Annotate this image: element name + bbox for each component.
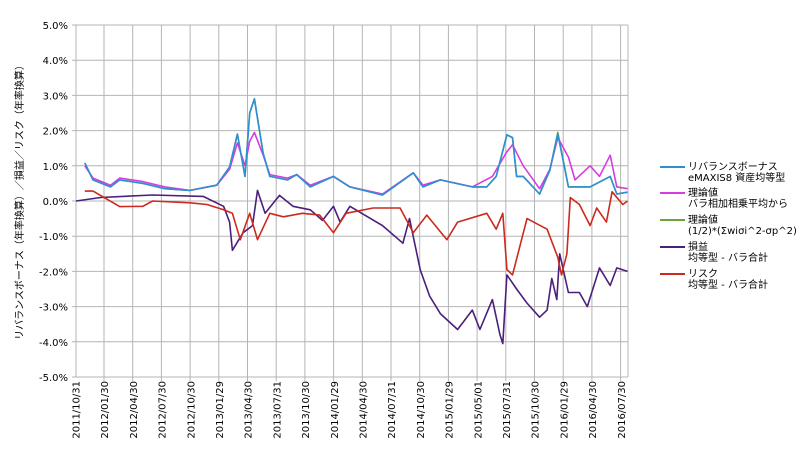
y-tick-label: -4.0% (39, 338, 68, 349)
gridlines (72, 24, 629, 381)
x-tick-label: 2014/10/30 (416, 381, 427, 439)
legend-label: バラ相加相乗平均から (688, 197, 788, 210)
legend-label: 均等型 - バラ合計 (688, 278, 768, 291)
y-tick-label: 1.0% (43, 162, 68, 173)
series-line-3 (75, 189, 628, 345)
x-tick-label: 2014/07/31 (387, 381, 398, 439)
x-tick-label: 2016/04/30 (588, 381, 599, 439)
x-tick-label: 2013/01/29 (215, 381, 226, 439)
x-tick-label: 2015/07/31 (502, 381, 513, 439)
series-line-1 (84, 131, 628, 195)
series-line-4 (84, 190, 628, 276)
x-tick-label: 2014/04/30 (359, 381, 370, 439)
x-tick-label: 2015/05/01 (473, 381, 484, 439)
x-tick-label: 2013/07/31 (272, 381, 283, 439)
y-tick-label: -5.0% (39, 373, 68, 384)
y-tick-label: 3.0% (43, 91, 68, 102)
legend-label: リバランスボーナス (688, 161, 778, 173)
x-tick-label: 2013/04/30 (244, 381, 255, 439)
x-tick-label: 2015/10/30 (531, 381, 542, 439)
series-lines (75, 98, 628, 345)
series-line-2 (84, 98, 628, 196)
x-tick-label: 2012/01/30 (100, 381, 111, 439)
legend-label: 理論値 (688, 186, 718, 199)
legend-label: (1/2)*(Σwiσi^2-σp^2) (688, 226, 797, 237)
x-tick-label: 2014/01/29 (330, 381, 341, 439)
x-tick-label: 2016/07/30 (617, 381, 628, 439)
legend-label: 理論値 (688, 213, 718, 226)
y-tick-label: -2.0% (39, 267, 68, 278)
y-tick-label: 0.0% (43, 197, 68, 208)
x-axis-ticks: 2011/10/31 2012/01/30 2012/04/30 2012/07/30… (72, 381, 628, 439)
y-axis-ticks: 5.0% 4.0% 3.0% 2.0% 1.0% 0.0% -1.0% -2.0% -3.0% -… (39, 21, 68, 384)
x-tick-label: 2015/01/29 (445, 381, 456, 439)
legend-label: リスク (688, 268, 718, 280)
y-tick-label: -1.0% (39, 232, 68, 243)
x-tick-label: 2012/07/30 (158, 381, 169, 439)
x-tick-label: 2013/10/30 (301, 381, 312, 439)
legend-label: 均等型 - バラ合計 (688, 251, 768, 264)
y-tick-label: 5.0% (43, 21, 68, 32)
y-tick-label: -3.0% (39, 303, 68, 314)
x-tick-label: 2016/01/29 (559, 381, 570, 439)
y-tick-label: 2.0% (43, 127, 68, 138)
legend-label: eMAXIS8 資産均等型 (688, 171, 785, 184)
x-tick-label: 2012/04/30 (129, 381, 140, 439)
y-tick-label: 4.0% (43, 56, 68, 67)
y-axis-label: リバランスボーナス（年率換算）／損益／リスク（年率換算） (13, 60, 26, 340)
x-tick-label: 2011/10/31 (72, 381, 83, 439)
legend-label: 損益 (688, 240, 708, 253)
x-tick-label: 2012/10/30 (186, 381, 197, 439)
